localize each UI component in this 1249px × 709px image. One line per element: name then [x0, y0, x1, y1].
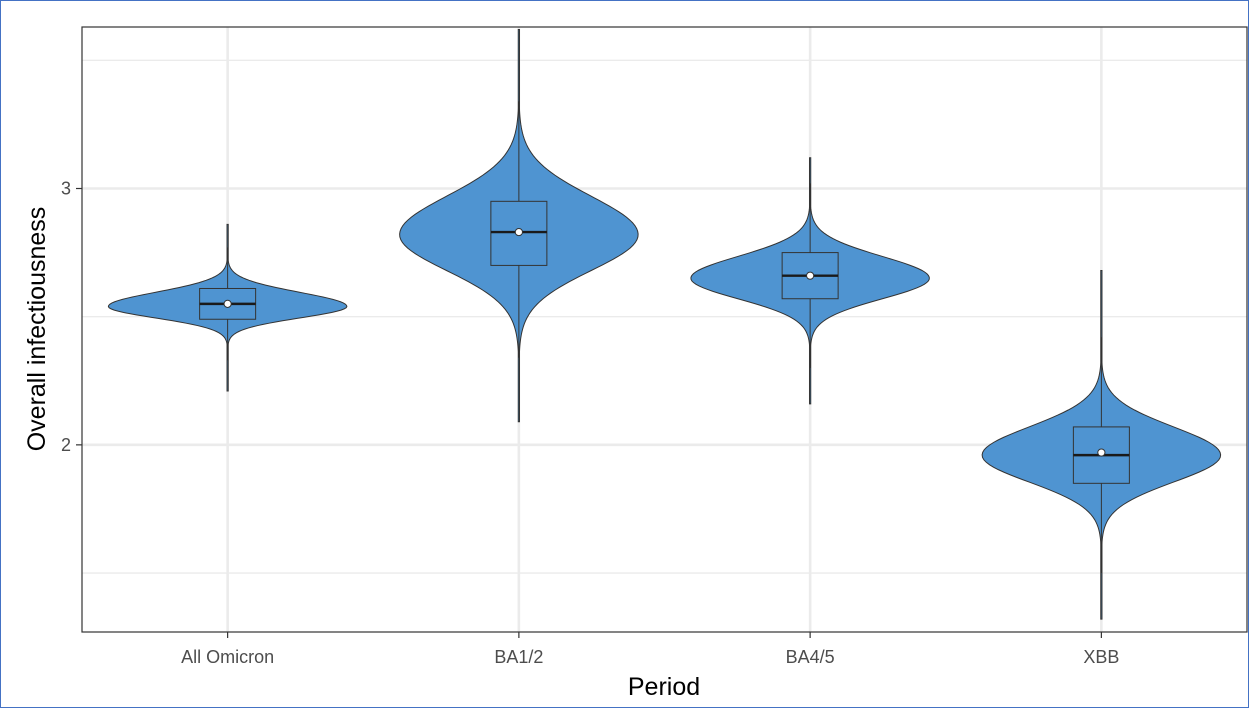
plot-panel-border: [81, 26, 1248, 633]
mean-point: [806, 271, 815, 280]
mean-point: [223, 299, 232, 308]
y-tick-label: 3: [61, 179, 71, 199]
x-tick-label: XBB: [1083, 647, 1119, 667]
plot-panel-background: [82, 27, 1247, 632]
x-tick-label: All Omicron: [181, 647, 274, 667]
x-tick-label: BA4/5: [786, 647, 835, 667]
x-tick-label: BA1/2: [494, 647, 543, 667]
mean-point: [514, 227, 523, 237]
y-axis-title: Overall infectiousness: [23, 207, 51, 452]
y-tick-label: 2: [61, 435, 71, 455]
violins: [107, 29, 1222, 620]
mean-point: [1097, 448, 1106, 457]
axes: 2 3 All Omicron BA1/2 BA4/5 XBB: [61, 179, 1119, 667]
x-axis-title: Period: [628, 673, 700, 701]
